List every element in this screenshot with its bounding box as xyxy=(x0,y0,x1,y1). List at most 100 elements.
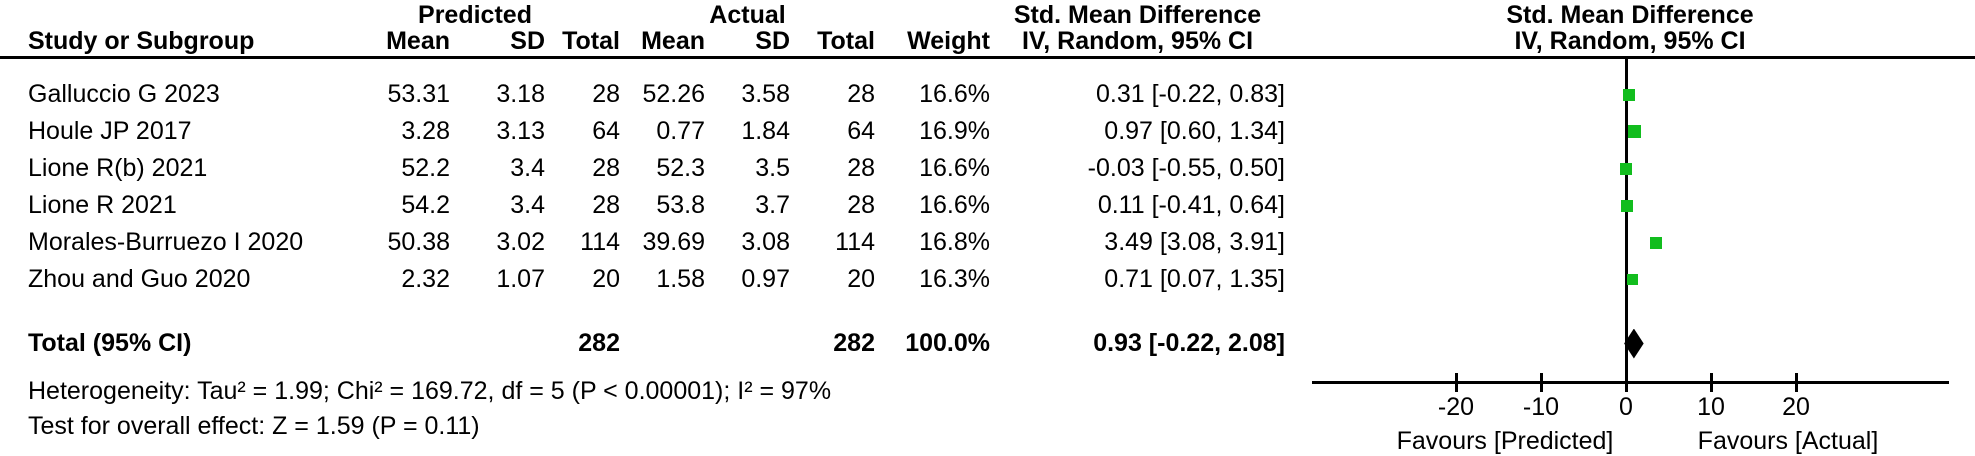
actual-sd-value: 3.08 xyxy=(741,228,790,256)
effect-square-marker xyxy=(1619,162,1632,175)
col-header-actual-total: Total xyxy=(817,27,875,55)
x-axis-tick-label: -20 xyxy=(1437,393,1475,421)
plot-header: Std. Mean Difference IV, Random, 95% CI xyxy=(1312,2,1948,54)
predicted-total-value: 20 xyxy=(592,265,620,293)
table-header: Predicted Actual Std. Mean Difference St… xyxy=(0,1,1285,55)
smd-ci-value: 0.11 [-0.41, 0.64] xyxy=(1097,191,1285,219)
x-axis-tick xyxy=(1539,372,1543,392)
overall-effect-note: Test for overall effect: Z = 1.59 (P = 0… xyxy=(28,412,480,440)
study-label: Morales-Burruezo I 2020 xyxy=(28,228,304,256)
actual-mean-value: 0.77 xyxy=(656,117,705,145)
smd-ci-value: 0.97 [0.60, 1.34] xyxy=(1104,117,1285,145)
predicted-mean-value: 52.2 xyxy=(401,154,450,182)
x-axis-tick-label: 0 xyxy=(1619,393,1633,421)
predicted-total-value: 64 xyxy=(592,117,620,145)
study-label: Lione R 2021 xyxy=(28,191,177,219)
favours-left-label: Favours [Predicted] xyxy=(1396,427,1614,455)
effect-square-marker xyxy=(1626,274,1638,285)
weight-value: 16.6% xyxy=(919,191,990,219)
predicted-sd-value: 3.18 xyxy=(496,80,545,108)
predicted-sd-value: 1.07 xyxy=(496,265,545,293)
col-header-actual-sd: SD xyxy=(755,27,790,55)
x-axis-tick xyxy=(1794,372,1798,392)
x-axis-tick-label: 20 xyxy=(1782,393,1810,421)
col-header-weight: Weight xyxy=(907,27,990,55)
actual-sd-value: 3.58 xyxy=(741,80,790,108)
total-predicted-n: 282 xyxy=(578,329,620,357)
effect-square-marker xyxy=(1620,199,1633,212)
smd-ci-value: 0.31 [-0.22, 0.83] xyxy=(1095,80,1285,108)
predicted-mean-value: 53.31 xyxy=(387,80,450,108)
predicted-total-value: 114 xyxy=(580,228,620,256)
study-rows: Galluccio G 2023 53.31 3.18 28 52.26 3.5… xyxy=(0,76,1285,298)
study-label: Zhou and Guo 2020 xyxy=(28,265,251,293)
weight-value: 16.6% xyxy=(919,80,990,108)
x-axis-tick xyxy=(1454,372,1458,392)
spacer xyxy=(0,2,330,28)
predicted-total-value: 28 xyxy=(592,154,620,182)
smd-ci-value: 0.71 [0.07, 1.35] xyxy=(1104,265,1285,293)
effect-square-marker xyxy=(1649,236,1662,249)
x-axis-tick-label: -10 xyxy=(1522,393,1560,421)
actual-sd-value: 1.84 xyxy=(741,117,790,145)
group-header-predicted: Predicted xyxy=(418,1,532,29)
smd-ci-value: -0.03 [-0.55, 0.50] xyxy=(1087,154,1285,182)
actual-mean-value: 1.58 xyxy=(656,265,705,293)
predicted-sd-value: 3.4 xyxy=(510,191,545,219)
actual-total-value: 28 xyxy=(847,154,875,182)
col-header-predicted-total: Total xyxy=(562,27,620,55)
actual-total-value: 28 xyxy=(847,191,875,219)
col-header-study: Study or Subgroup xyxy=(28,27,255,55)
col-header-predicted-mean: Mean xyxy=(386,27,450,55)
effect-square-marker xyxy=(1627,125,1641,138)
col-header-actual-mean: Mean xyxy=(641,27,705,55)
predicted-total-value: 28 xyxy=(592,80,620,108)
zero-effect-line xyxy=(1624,59,1628,382)
actual-sd-value: 3.5 xyxy=(755,154,790,182)
actual-total-value: 28 xyxy=(847,80,875,108)
group-header-actual: Actual xyxy=(709,1,786,29)
x-axis-tick-label: 10 xyxy=(1697,393,1725,421)
favours-right-label: Favours [Actual] xyxy=(1697,427,1879,455)
x-axis-line xyxy=(1311,380,1949,384)
total-label: Total (95% CI) xyxy=(28,329,192,357)
actual-sd-value: 3.7 xyxy=(755,191,790,219)
plot-header-subtitle: IV, Random, 95% CI xyxy=(1514,27,1746,55)
actual-mean-value: 39.69 xyxy=(642,228,705,256)
total-weight: 100.0% xyxy=(905,329,990,357)
total-smd-ci: 0.93 [-0.22, 2.08] xyxy=(1093,329,1285,357)
actual-total-value: 64 xyxy=(847,117,875,145)
predicted-mean-value: 3.28 xyxy=(401,117,450,145)
smd-ci-value: 3.49 [3.08, 3.91] xyxy=(1104,228,1285,256)
x-axis-tick xyxy=(1709,372,1713,392)
weight-value: 16.3% xyxy=(919,265,990,293)
actual-total-value: 20 xyxy=(847,265,875,293)
header-separator-line xyxy=(0,56,1975,59)
weight-value: 16.6% xyxy=(919,154,990,182)
actual-mean-value: 52.26 xyxy=(642,80,705,108)
predicted-sd-value: 3.02 xyxy=(496,228,545,256)
actual-sd-value: 0.97 xyxy=(741,265,790,293)
x-axis-tick xyxy=(1624,372,1628,392)
predicted-sd-value: 3.13 xyxy=(496,117,545,145)
weight-value: 16.8% xyxy=(919,228,990,256)
predicted-mean-value: 2.32 xyxy=(401,265,450,293)
predicted-mean-value: 50.38 xyxy=(387,228,450,256)
col-header-ci: IV, Random, 95% CI xyxy=(1021,27,1254,55)
group-header-smd: Std. Mean Difference xyxy=(1013,1,1262,29)
actual-total-value: 114 xyxy=(835,228,875,256)
study-label: Houle JP 2017 xyxy=(28,117,192,145)
plot-header-title: Std. Mean Difference xyxy=(1506,1,1754,29)
predicted-sd-value: 3.4 xyxy=(510,154,545,182)
study-label: Galluccio G 2023 xyxy=(28,80,220,108)
total-actual-n: 282 xyxy=(833,329,875,357)
study-label: Lione R(b) 2021 xyxy=(28,154,208,182)
actual-mean-value: 52.3 xyxy=(656,154,705,182)
weight-value: 16.9% xyxy=(919,117,990,145)
predicted-mean-value: 54.2 xyxy=(401,191,450,219)
overall-diamond-marker xyxy=(1624,328,1644,359)
total-row: Total (95% CI) 282 282 100.0% 0.93 [-0.2… xyxy=(0,325,1285,362)
heterogeneity-note: Heterogeneity: Tau² = 1.99; Chi² = 169.7… xyxy=(28,377,832,405)
effect-square-marker xyxy=(1622,88,1635,101)
